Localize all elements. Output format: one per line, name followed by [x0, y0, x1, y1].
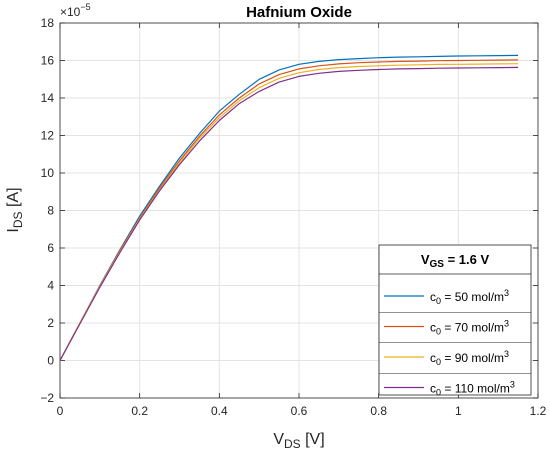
x-tick-label: 1: [455, 404, 462, 418]
y-tick-label: 18: [41, 16, 55, 30]
x-tick-label: 1.2: [530, 404, 547, 418]
y-tick-label: 10: [41, 166, 55, 180]
legend-entry-3: c0 = 90 mol/m3: [430, 349, 509, 367]
x-tick-label: 0.2: [131, 404, 148, 418]
y-tick-label: 4: [47, 279, 54, 293]
legend-entry-1: c0 = 50 mol/m3: [430, 288, 509, 306]
y-tick-label: 2: [47, 316, 54, 330]
legend-title-sub: GS: [430, 259, 445, 270]
series-line-1: [59, 54, 519, 361]
legend: VGS = 1.6 V c0 = 50 mol/m3 c0 = 70 mol/m3…: [378, 244, 532, 398]
y-exponent-base: ×10: [60, 5, 81, 19]
y-tick-label: 6: [47, 241, 54, 255]
y-axis-label-unit: [A]: [5, 187, 22, 211]
legend-title-main: V: [421, 252, 430, 267]
y-tick-label: 16: [41, 54, 55, 68]
y-tick-label: 0: [47, 354, 54, 368]
legend-entry-4: c0 = 110 mol/m3: [430, 380, 515, 398]
y-tick-label: 8: [47, 204, 54, 218]
y-tick-label: 12: [41, 129, 55, 143]
y-axis-label-main: I: [5, 228, 22, 232]
series-lines: [59, 54, 519, 361]
x-axis-label-main: V: [273, 431, 284, 448]
x-tick-label: 0.6: [291, 404, 308, 418]
legend-entries: c0 = 50 mol/m3 c0 = 70 mol/m3 c0 = 90 mol/…: [379, 288, 531, 398]
legend-box: [378, 244, 532, 396]
y-exponent-power: −5: [80, 2, 90, 12]
y-tick-label: 14: [41, 91, 55, 105]
legend-title-rest: = 1.6 V: [444, 252, 489, 267]
x-tick-label: 0.4: [211, 404, 228, 418]
x-tick-label: 0: [57, 404, 64, 418]
y-axis-label-sub: DS: [11, 211, 25, 228]
x-axis-label: VDS [V]: [273, 431, 324, 451]
y-tick-label: −2: [40, 391, 54, 405]
legend-entry-2: c0 = 70 mol/m3: [430, 319, 509, 337]
y-axis-label: IDS [A]: [5, 187, 25, 232]
y-exponent-label: ×10−5: [60, 2, 91, 19]
series-line-4: [59, 66, 519, 361]
x-tick-label: 0.8: [370, 404, 387, 418]
legend-title: VGS = 1.6 V: [421, 252, 490, 270]
x-axis-label-unit: [V]: [301, 431, 325, 448]
x-axis-label-sub: DS: [284, 437, 301, 451]
chart-title: Hafnium Oxide: [246, 4, 352, 21]
